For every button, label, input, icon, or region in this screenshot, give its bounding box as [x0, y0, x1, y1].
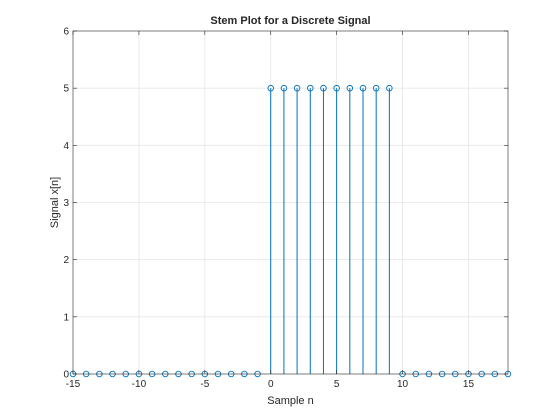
x-tick-label: -5: [200, 379, 209, 390]
x-tick-label: -10: [132, 379, 147, 390]
y-tick-label: 3: [63, 198, 69, 209]
y-tick-label: 1: [63, 312, 69, 323]
x-tick-label: -15: [66, 379, 81, 390]
axis-ticks: -15 -10 -5 0 5 10 15 0 1 2 3 4 5 6: [63, 27, 508, 390]
stem-marker: [307, 84, 314, 92]
x-tick-label: 5: [334, 379, 340, 390]
x-axis-label: Sample n: [267, 395, 313, 407]
stem-marker: [386, 84, 393, 92]
stem-marker: [267, 84, 274, 92]
stem-marker: [372, 84, 380, 92]
y-tick-label: 5: [63, 84, 69, 95]
stem-marker: [333, 84, 340, 92]
stem-marker: [346, 84, 354, 92]
stem-marker: [359, 84, 367, 92]
stem-marker: [320, 84, 327, 92]
y-tick-label: 4: [63, 141, 69, 152]
y-tick-label: 2: [63, 255, 69, 266]
stem-marker: [280, 84, 288, 92]
chart-title: Stem Plot for a Discrete Signal: [210, 15, 370, 27]
y-axis-label: Signal x[n]: [49, 177, 61, 228]
x-tick-label: 15: [463, 379, 475, 390]
x-tick-label: 0: [268, 379, 274, 390]
stem-marker: [293, 84, 301, 92]
y-tick-label: 0: [63, 370, 69, 381]
x-tick-label: 10: [397, 379, 409, 390]
stem-series: [69, 84, 512, 378]
y-tick-label: 6: [63, 27, 69, 38]
